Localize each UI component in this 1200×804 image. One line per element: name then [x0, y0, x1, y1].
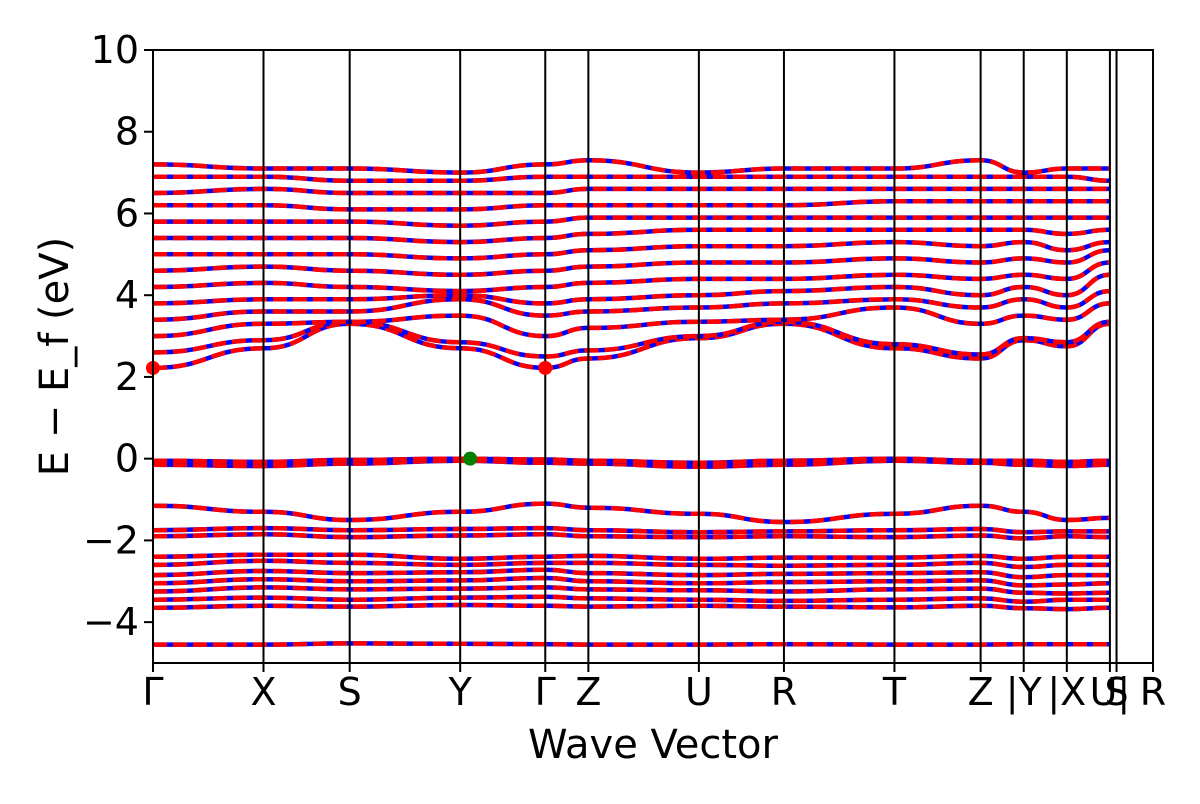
band-spin-up-15 [153, 301, 1111, 339]
band-spin-up-11 [153, 458, 1110, 470]
x-tick-label: |Y [1006, 670, 1043, 715]
band-spin-up-22 [153, 215, 1110, 228]
band-spin-up-26 [153, 158, 1110, 175]
x-tick-label: S [1104, 670, 1128, 714]
cbm-marker [538, 360, 553, 375]
kpoint-lines-layer [262, 50, 1118, 663]
x-tick-label: X [250, 670, 276, 714]
y-tick-label: 8 [115, 110, 139, 154]
band-spin-up-12 [153, 456, 1110, 466]
band-spin-up-2 [153, 594, 1110, 604]
y-tick-label: −4 [83, 600, 139, 644]
band-spin-up-6 [153, 558, 1110, 570]
band-spin-up-3 [153, 585, 1110, 596]
x-tick-label: S [338, 670, 362, 714]
band-spin-up-10 [153, 501, 1110, 525]
x-tick-label: T [882, 670, 907, 714]
band-spin-up-9 [153, 525, 1110, 535]
band-spin-up-17 [153, 272, 1111, 306]
vbm-marker [463, 451, 478, 466]
y-tick-label: 6 [115, 191, 139, 235]
band-spin-up-19 [153, 247, 1111, 278]
x-tick-label: R [771, 670, 797, 714]
x-tick-label: U [685, 670, 713, 714]
band-spin-up-23 [153, 198, 1110, 212]
band-spin-up-18 [153, 260, 1111, 294]
band-spin-up-7 [153, 552, 1110, 562]
band-spin-up-20 [153, 239, 1110, 261]
y-tick-label: 2 [115, 355, 139, 399]
x-tick-label: |X [1047, 670, 1086, 715]
x-axis: Γ X S Y Γ Z U R T Z |Y |X U|S R [142, 663, 1166, 715]
bands-layer [153, 158, 1111, 647]
band-spin-up-24 [153, 186, 1110, 196]
x-tick-label: R [1140, 670, 1166, 714]
band-spin-up-25 [153, 174, 1110, 184]
x-tick-label: U| [1090, 670, 1131, 715]
band-spin-up-8 [153, 532, 1110, 541]
band-spin-up-4 [153, 575, 1110, 588]
y-axis: −4 −2 0 2 4 6 8 10 [83, 28, 153, 644]
band-spin-up-1 [153, 602, 1110, 612]
x-axis-label: Wave Vector [528, 722, 779, 768]
x-tick-label: Z [575, 670, 601, 714]
band-spin-up-0 [153, 641, 1110, 647]
y-tick-label: 10 [91, 28, 139, 72]
band-spin-up-5 [153, 567, 1110, 580]
band-spin-up-16 [153, 288, 1111, 322]
plot-frame [152, 49, 1154, 664]
y-tick-label: 4 [115, 273, 139, 317]
y-axis-label: E − E_f (eV) [32, 237, 78, 476]
y-tick-label: −2 [83, 518, 139, 562]
x-tick-label: Γ [142, 670, 163, 714]
y-tick-label: 0 [115, 437, 139, 481]
band-spin-up-21 [153, 227, 1110, 245]
x-tick-label: Y [448, 670, 473, 714]
x-tick-label: Γ [535, 670, 556, 714]
band-spin-up-13 [153, 321, 1111, 371]
x-tick-label: Z [968, 670, 994, 714]
